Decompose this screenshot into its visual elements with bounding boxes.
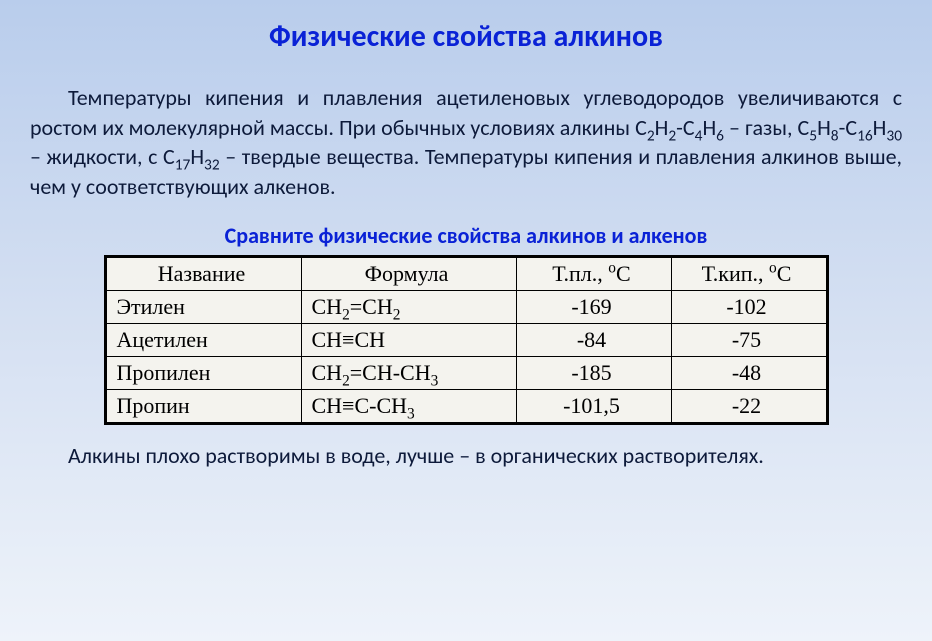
cell-name: Этилен bbox=[105, 290, 301, 323]
cell-tb: -48 bbox=[671, 356, 827, 389]
table-caption: Сравните физические свойства алкинов и а… bbox=[30, 222, 902, 249]
table-header-row: Название Формула Т.пл., оС Т.кип., оС bbox=[105, 256, 827, 290]
table-container: Название Формула Т.пл., оС Т.кип., оС Эт… bbox=[30, 255, 902, 425]
col-tb: Т.кип., оС bbox=[671, 256, 827, 290]
cell-tb: -75 bbox=[671, 323, 827, 356]
properties-table: Название Формула Т.пл., оС Т.кип., оС Эт… bbox=[104, 255, 829, 425]
cell-formula: CH2=CH2 bbox=[301, 290, 516, 323]
col-formula: Формула bbox=[301, 256, 516, 290]
table-row: Ацетилен CH≡CH -84 -75 bbox=[105, 323, 827, 356]
cell-tb: -102 bbox=[671, 290, 827, 323]
table-row: Пропилен CH2=CH-CH3 -185 -48 bbox=[105, 356, 827, 389]
page-title: Физические свойства алкинов bbox=[30, 18, 902, 55]
cell-tm: -84 bbox=[516, 323, 671, 356]
col-tm: Т.пл., оС bbox=[516, 256, 671, 290]
col-name: Название bbox=[105, 256, 301, 290]
cell-name: Пропин bbox=[105, 389, 301, 423]
cell-tm: -101,5 bbox=[516, 389, 671, 423]
cell-formula: CH2=CH-CH3 bbox=[301, 356, 516, 389]
table-body: Этилен CH2=CH2 -169 -102 Ацетилен CH≡CH … bbox=[105, 290, 827, 423]
cell-name: Ацетилен bbox=[105, 323, 301, 356]
cell-tm: -185 bbox=[516, 356, 671, 389]
cell-name: Пропилен bbox=[105, 356, 301, 389]
cell-formula: CH≡C-CH3 bbox=[301, 389, 516, 423]
cell-tm: -169 bbox=[516, 290, 671, 323]
slide-content: Физические свойства алкинов Температуры … bbox=[0, 0, 932, 480]
intro-paragraph: Температуры кипения и плавления ацетилен… bbox=[30, 83, 902, 202]
cell-tb: -22 bbox=[671, 389, 827, 423]
footer-paragraph: Алкины плохо растворимы в воде, лучше – … bbox=[30, 441, 902, 471]
table-row: Этилен CH2=CH2 -169 -102 bbox=[105, 290, 827, 323]
table-row: Пропин CH≡C-CH3 -101,5 -22 bbox=[105, 389, 827, 423]
cell-formula: CH≡CH bbox=[301, 323, 516, 356]
